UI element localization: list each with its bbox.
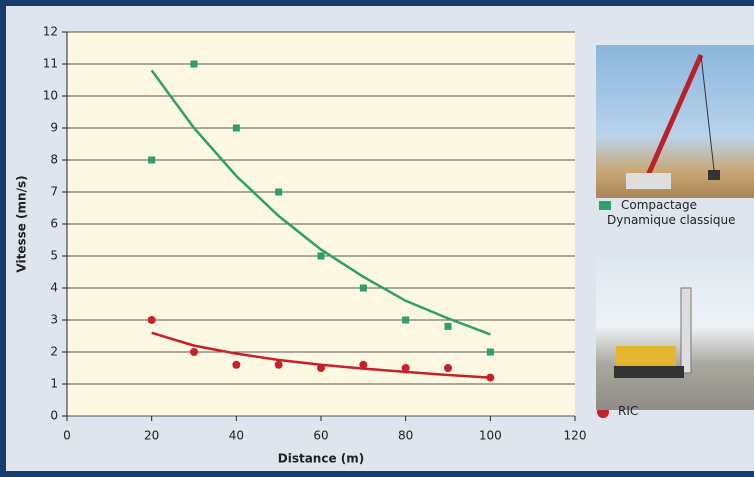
photo-crane — [596, 45, 754, 198]
y-tick-label: 5 — [50, 249, 58, 263]
y-tick-label: 7 — [50, 185, 58, 199]
point — [275, 361, 283, 369]
x-tick-label: 0 — [63, 429, 71, 443]
photo-ric — [596, 258, 754, 410]
x-tick-label: 120 — [564, 429, 587, 443]
rig-mast — [681, 288, 691, 373]
point — [148, 157, 155, 164]
x-tick-label: 100 — [479, 429, 502, 443]
y-tick-label: 9 — [50, 121, 58, 135]
y-tick-label: 6 — [50, 217, 58, 231]
point — [191, 61, 198, 68]
photo-drawing — [596, 258, 754, 410]
point — [486, 374, 494, 382]
y-tick-label: 3 — [50, 313, 58, 327]
legend-label: RIC — [618, 404, 738, 419]
point — [190, 348, 198, 356]
point — [275, 189, 282, 196]
rig-tracks — [614, 366, 684, 378]
y-tick-label: 12 — [43, 25, 58, 39]
y-tick-label: 1 — [50, 377, 58, 391]
point — [487, 349, 494, 356]
point — [232, 361, 240, 369]
point — [402, 364, 410, 372]
crane-weight — [708, 170, 720, 180]
x-tick-label: 20 — [144, 429, 159, 443]
point — [233, 125, 240, 132]
x-tick-label: 60 — [313, 429, 328, 443]
point — [317, 364, 325, 372]
point — [445, 323, 452, 330]
legend-label: Compactage Dynamique classique — [607, 198, 737, 228]
y-tick-label: 8 — [50, 153, 58, 167]
point — [444, 364, 452, 372]
point — [402, 317, 409, 324]
y-tick-label: 0 — [50, 409, 58, 423]
x-axis-title: Distance (m) — [278, 452, 365, 466]
y-tick-label: 4 — [50, 281, 58, 295]
point — [318, 253, 325, 260]
point — [148, 316, 156, 324]
crane-body — [626, 173, 671, 189]
x-tick-label: 40 — [229, 429, 244, 443]
rig-body — [616, 346, 676, 368]
point — [359, 361, 367, 369]
y-axis-title: Vitesse (mn/s) — [15, 175, 29, 272]
x-tick-label: 80 — [398, 429, 413, 443]
point — [360, 285, 367, 292]
crane-cable — [701, 55, 714, 170]
y-tick-label: 11 — [43, 57, 58, 71]
frame: Distance (m) Vitesse (mn/s) 012345678910… — [0, 0, 754, 477]
photo-drawing — [596, 45, 754, 198]
y-tick-label: 10 — [43, 89, 58, 103]
crane-boom — [646, 55, 701, 180]
y-tick-label: 2 — [50, 345, 58, 359]
